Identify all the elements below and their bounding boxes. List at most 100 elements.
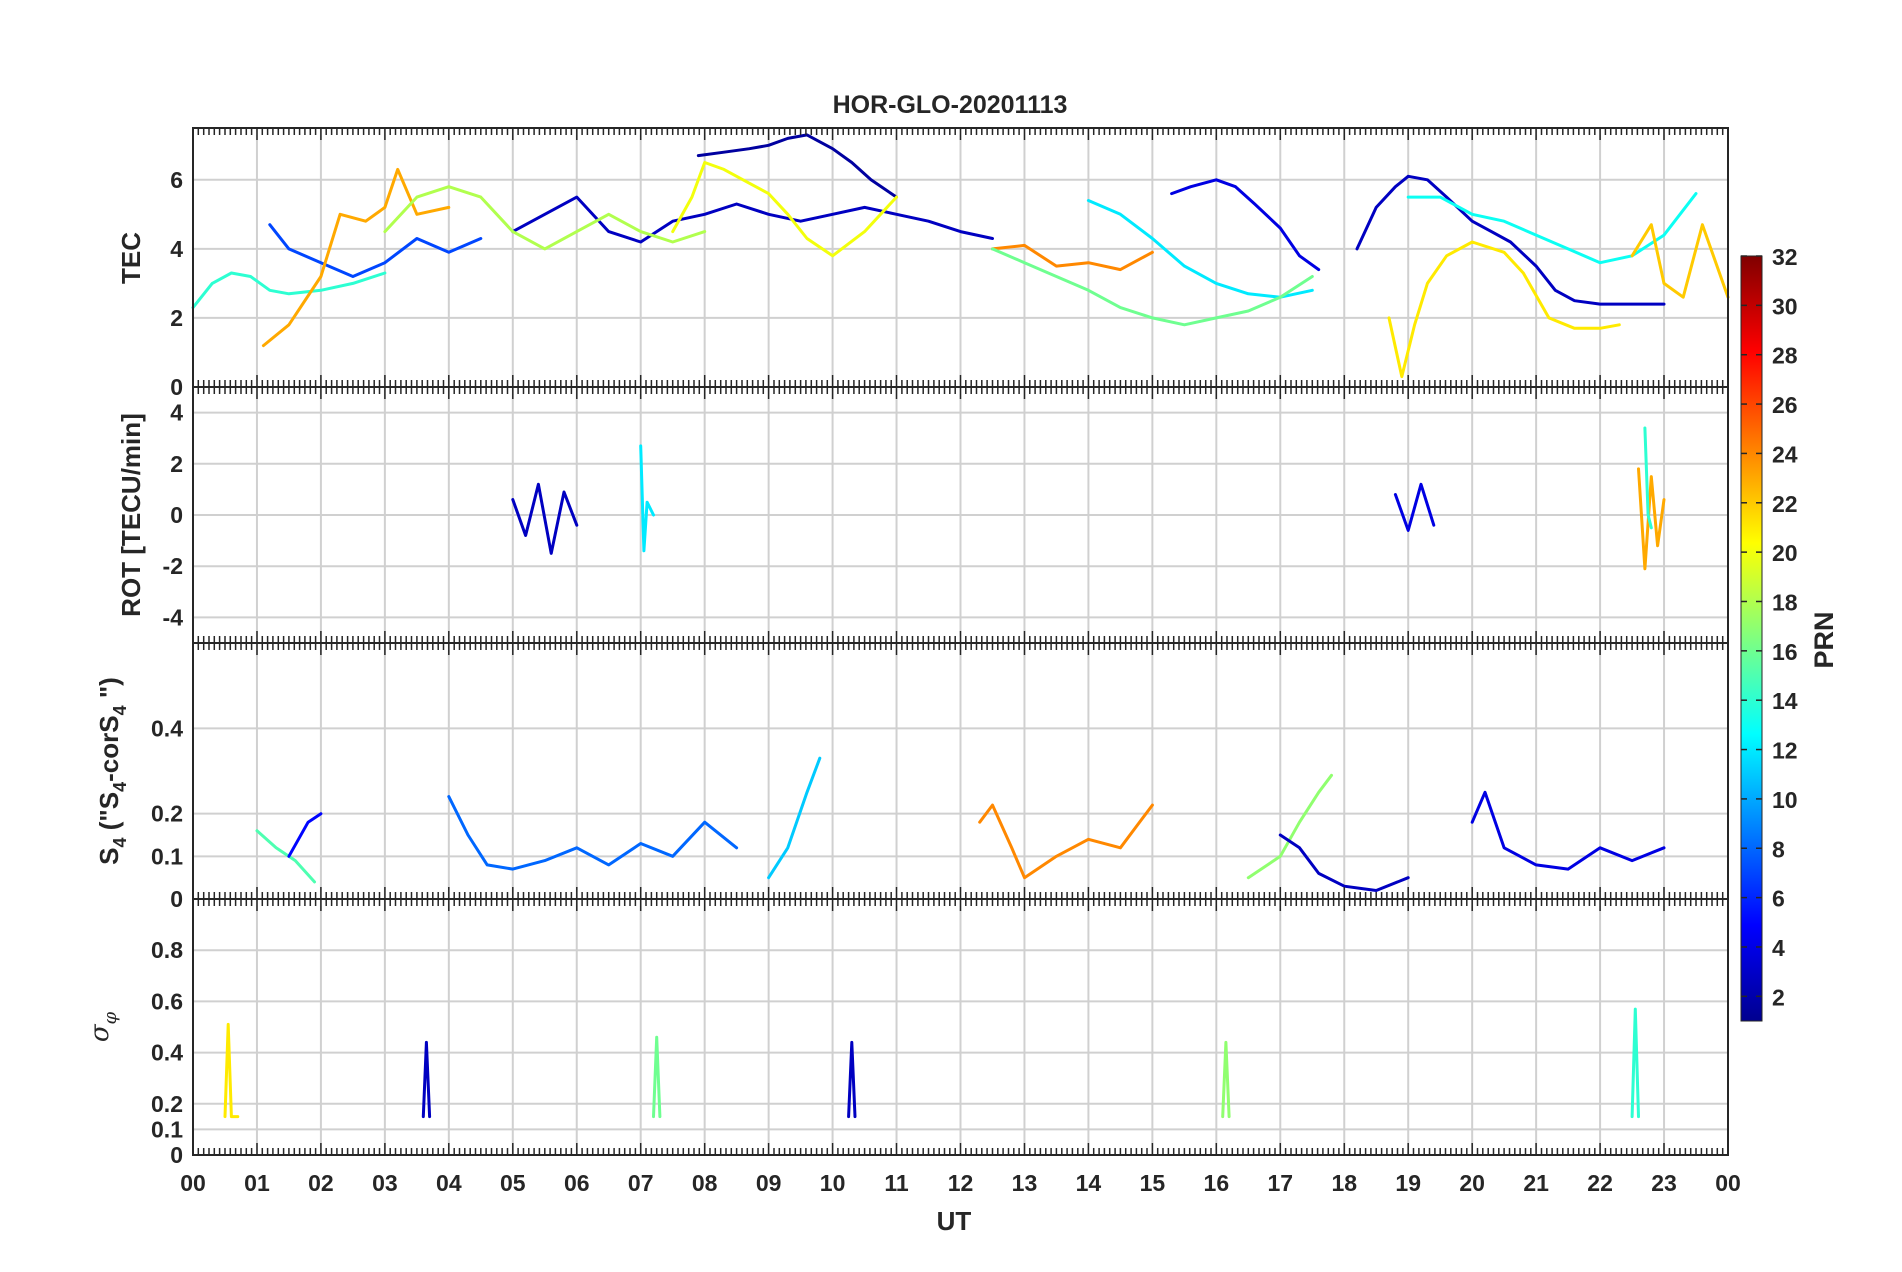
colorbar-gradient [1740,255,1763,1022]
x-tick-label: 03 [372,1170,398,1196]
x-tick-label: 21 [1523,1170,1549,1196]
series-line-prn-16 [652,1035,662,1119]
y-axis-label: TEC [116,232,146,284]
series-line-prn-5 [287,812,323,858]
series-line-prn-4 [1170,178,1321,272]
y-label-part: ("S [94,792,124,838]
y-tick-label: -4 [163,604,184,630]
y-tick-label: -2 [163,553,183,579]
y-tick-label: 2 [170,451,183,477]
colorbar-tick-label: 20 [1772,540,1798,566]
y-label-part: -corS [94,715,124,781]
x-tick-label: 19 [1395,1170,1421,1196]
panel-2: -4 -2 0 2 4 ROT [TECU/min] [116,386,1729,644]
y-tick-label: 0.4 [151,1040,183,1066]
y-tick-label: 0.1 [151,843,183,869]
y-label-subscript: φ [100,1011,121,1024]
series-line-prn-3 [511,195,994,244]
y-tick-label: 0.1 [151,1116,183,1142]
colorbar-tick-label: 24 [1772,441,1798,467]
y-tick-label: 0.8 [151,937,183,963]
x-tick-label: 10 [820,1170,846,1196]
colorbar-tick-label: 6 [1772,886,1785,912]
y-label-subscript: 4 [110,705,130,715]
x-tick-labels: 00 01 02 03 04 05 06 07 08 09 10 11 12 13 14 15 16 17 18 19… [180,1170,1741,1196]
x-tick-label: 01 [244,1170,270,1196]
x-tick-label: 05 [500,1170,526,1196]
y-tick-label: 0.2 [151,1091,183,1117]
x-tick-label: 18 [1331,1170,1357,1196]
y-tick-label: 0 [170,374,183,400]
x-axis-label: UT [937,1206,972,1236]
x-tick-label: 16 [1204,1170,1230,1196]
y-label-sigma: σ [85,1023,115,1042]
y-label-part: ") [94,677,124,705]
x-tick-label: 00 [180,1170,206,1196]
y-tick-label: 4 [170,400,183,426]
y-tick-label: 4 [170,236,183,262]
colorbar-tick-label: 30 [1772,293,1798,319]
x-tick-label: 00 [1715,1170,1741,1196]
colorbar-tick-label: 8 [1772,836,1785,862]
series-line-prn-2 [696,133,898,199]
x-tick-label: 20 [1459,1170,1485,1196]
series-line-prn-4 [1470,790,1666,871]
y-tick-label: 6 [170,167,183,193]
x-tick-label: 12 [948,1170,974,1196]
series-line-prn-22 [1630,223,1730,299]
series-line-prn-12 [1086,199,1314,299]
x-tick-label: 13 [1012,1170,1038,1196]
chart-title: HOR-GLO-20201113 [833,91,1068,119]
y-tick-label: 0 [170,886,183,912]
panel-frame [192,898,1729,1156]
x-tick-label: 22 [1587,1170,1613,1196]
x-tick-label: 06 [564,1170,590,1196]
series-line-prn-3 [847,1040,857,1119]
series-line-prn-14 [191,271,387,310]
series-line-prn-3 [1355,174,1666,306]
y-tick-label: 0 [170,502,183,528]
series-line-prn-4 [1393,482,1436,532]
y-tick-label: 2 [170,305,183,331]
x-tick-label: 09 [756,1170,782,1196]
x-tick-label: 11 [884,1170,909,1196]
series-line-prn-16 [991,247,1314,327]
series-line-prn-3 [1278,833,1410,892]
colorbar-tick-label: 12 [1772,738,1798,764]
series-line-prn-14 [1643,426,1653,530]
panel-3: 00.10.20.4S4 ("S4-corS4 ") [94,642,1729,912]
colorbar-tick-label: 4 [1772,935,1785,961]
y-axis-label: σφ [85,1011,121,1042]
series-line-prn-3 [511,482,579,555]
panel-4: 00.10.2 0.4 0.6 0.8 σφ [85,898,1729,1168]
colorbar-tick-label: 22 [1772,491,1798,517]
series-line-prn-20 [671,161,898,258]
series-line-prn-8 [447,795,739,871]
series-line-prn-7 [268,223,483,278]
x-tick-label: 14 [1076,1170,1102,1196]
series-line-prn-21 [1387,240,1621,379]
y-label-subscript: 4 [110,837,130,847]
series-line-prn-14 [1630,1007,1640,1119]
x-tick-label: 17 [1267,1170,1293,1196]
series-line-prn-21 [223,1022,240,1119]
series-line-prn-23 [261,167,451,348]
panel-1: 0 2 4 6 TEC [116,127,1730,400]
series-line-prn-12 [639,444,655,553]
x-tick-label: 08 [692,1170,718,1196]
colorbar-tick-label: 28 [1772,343,1798,369]
colorbar-tick-label: 26 [1772,392,1798,418]
y-label-part: S [94,847,124,864]
y-axis-label: ROT [TECU/min] [116,413,146,617]
x-tick-label: 23 [1651,1170,1677,1196]
series-line-prn-17 [1221,1040,1231,1119]
series-line-prn-24 [991,243,1154,272]
y-tick-label: 0.4 [151,715,183,741]
series-line-prn-11 [767,756,822,880]
series-line-prn-23 [1637,467,1666,571]
y-tick-label: 0.6 [151,988,183,1014]
x-tick-label: 04 [436,1170,462,1196]
